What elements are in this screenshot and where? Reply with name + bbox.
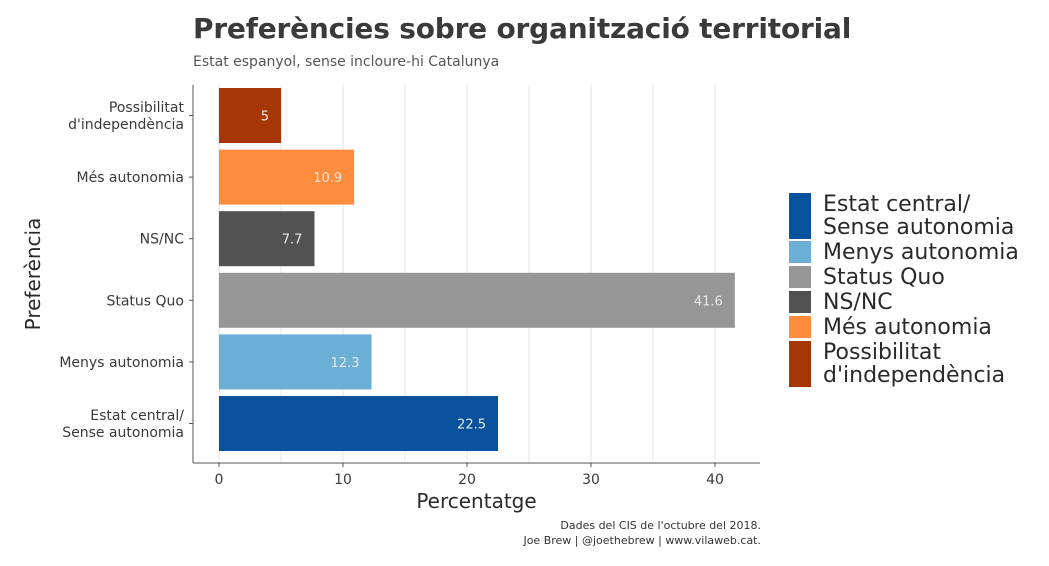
data-label: 22.5	[457, 418, 486, 433]
caption-source: Dades del CIS de l'octubre del 2018.	[560, 519, 761, 532]
bar	[219, 211, 315, 267]
y-tick-label: Possibilitat d'independència	[68, 100, 184, 133]
caption: Dades del CIS de l'octubre del 2018. Joe…	[523, 518, 761, 548]
legend-item: Menys autonomia	[789, 241, 1033, 264]
legend-item: Més autonomia	[789, 316, 1033, 339]
chart-subtitle: Estat espanyol, sense incloure-hi Catalu…	[193, 54, 500, 70]
legend-item: NS/NC	[789, 291, 1033, 314]
x-tick-label: 0	[215, 472, 224, 488]
legend-swatch	[789, 241, 811, 263]
legend-item: Possibilitat d'independència	[789, 341, 1033, 387]
y-tick-label: Més autonomia	[77, 170, 185, 186]
data-label: 7.7	[282, 233, 303, 248]
legend-item: Estat central/Sense autonomia	[789, 193, 1033, 239]
x-tick-label: 20	[458, 472, 476, 488]
y-tick-label: Menys autonomia	[59, 355, 184, 371]
bar	[219, 396, 498, 451]
legend-swatch	[789, 341, 811, 387]
legend-swatch	[789, 316, 811, 338]
legend-swatch	[789, 266, 811, 288]
data-label: 10.9	[313, 171, 342, 186]
x-axis-title: Percentatge	[416, 489, 536, 513]
legend-label: Menys autonomia	[823, 240, 1019, 265]
caption-credits: Joe Brew | @joethebrew | www.vilaweb.cat…	[523, 534, 761, 547]
data-label: 12.3	[331, 356, 360, 371]
bar	[219, 88, 281, 143]
legend-label: Possibilitat d'independència	[823, 340, 1006, 388]
legend-swatch	[789, 193, 811, 239]
bar	[219, 149, 355, 205]
legend-label: Més autonomia	[823, 315, 992, 340]
legend: Estat central/Sense autonomia Menys auton…	[789, 193, 1033, 389]
x-tick-label: 10	[334, 472, 352, 488]
y-axis-title: Preferència	[21, 218, 45, 331]
bar	[219, 334, 372, 390]
legend-label: Estat central/Sense autonomia	[823, 192, 1015, 240]
y-tick-label: NS/NC	[140, 232, 185, 248]
legend-label: NS/NC	[823, 290, 893, 315]
legend-label: Status Quo	[823, 265, 945, 290]
x-tick-label: 40	[706, 472, 724, 488]
y-tick-label: Estat central/Sense autonomia	[62, 408, 184, 441]
data-label: 41.6	[694, 294, 723, 309]
legend-swatch	[789, 291, 811, 313]
bar	[219, 272, 735, 328]
x-tick-label: 30	[582, 472, 600, 488]
legend-item: Status Quo	[789, 266, 1033, 289]
y-tick-label: Status Quo	[106, 293, 184, 309]
chart-title: Preferències sobre organització territor…	[193, 12, 852, 45]
data-label: 5	[261, 110, 269, 125]
